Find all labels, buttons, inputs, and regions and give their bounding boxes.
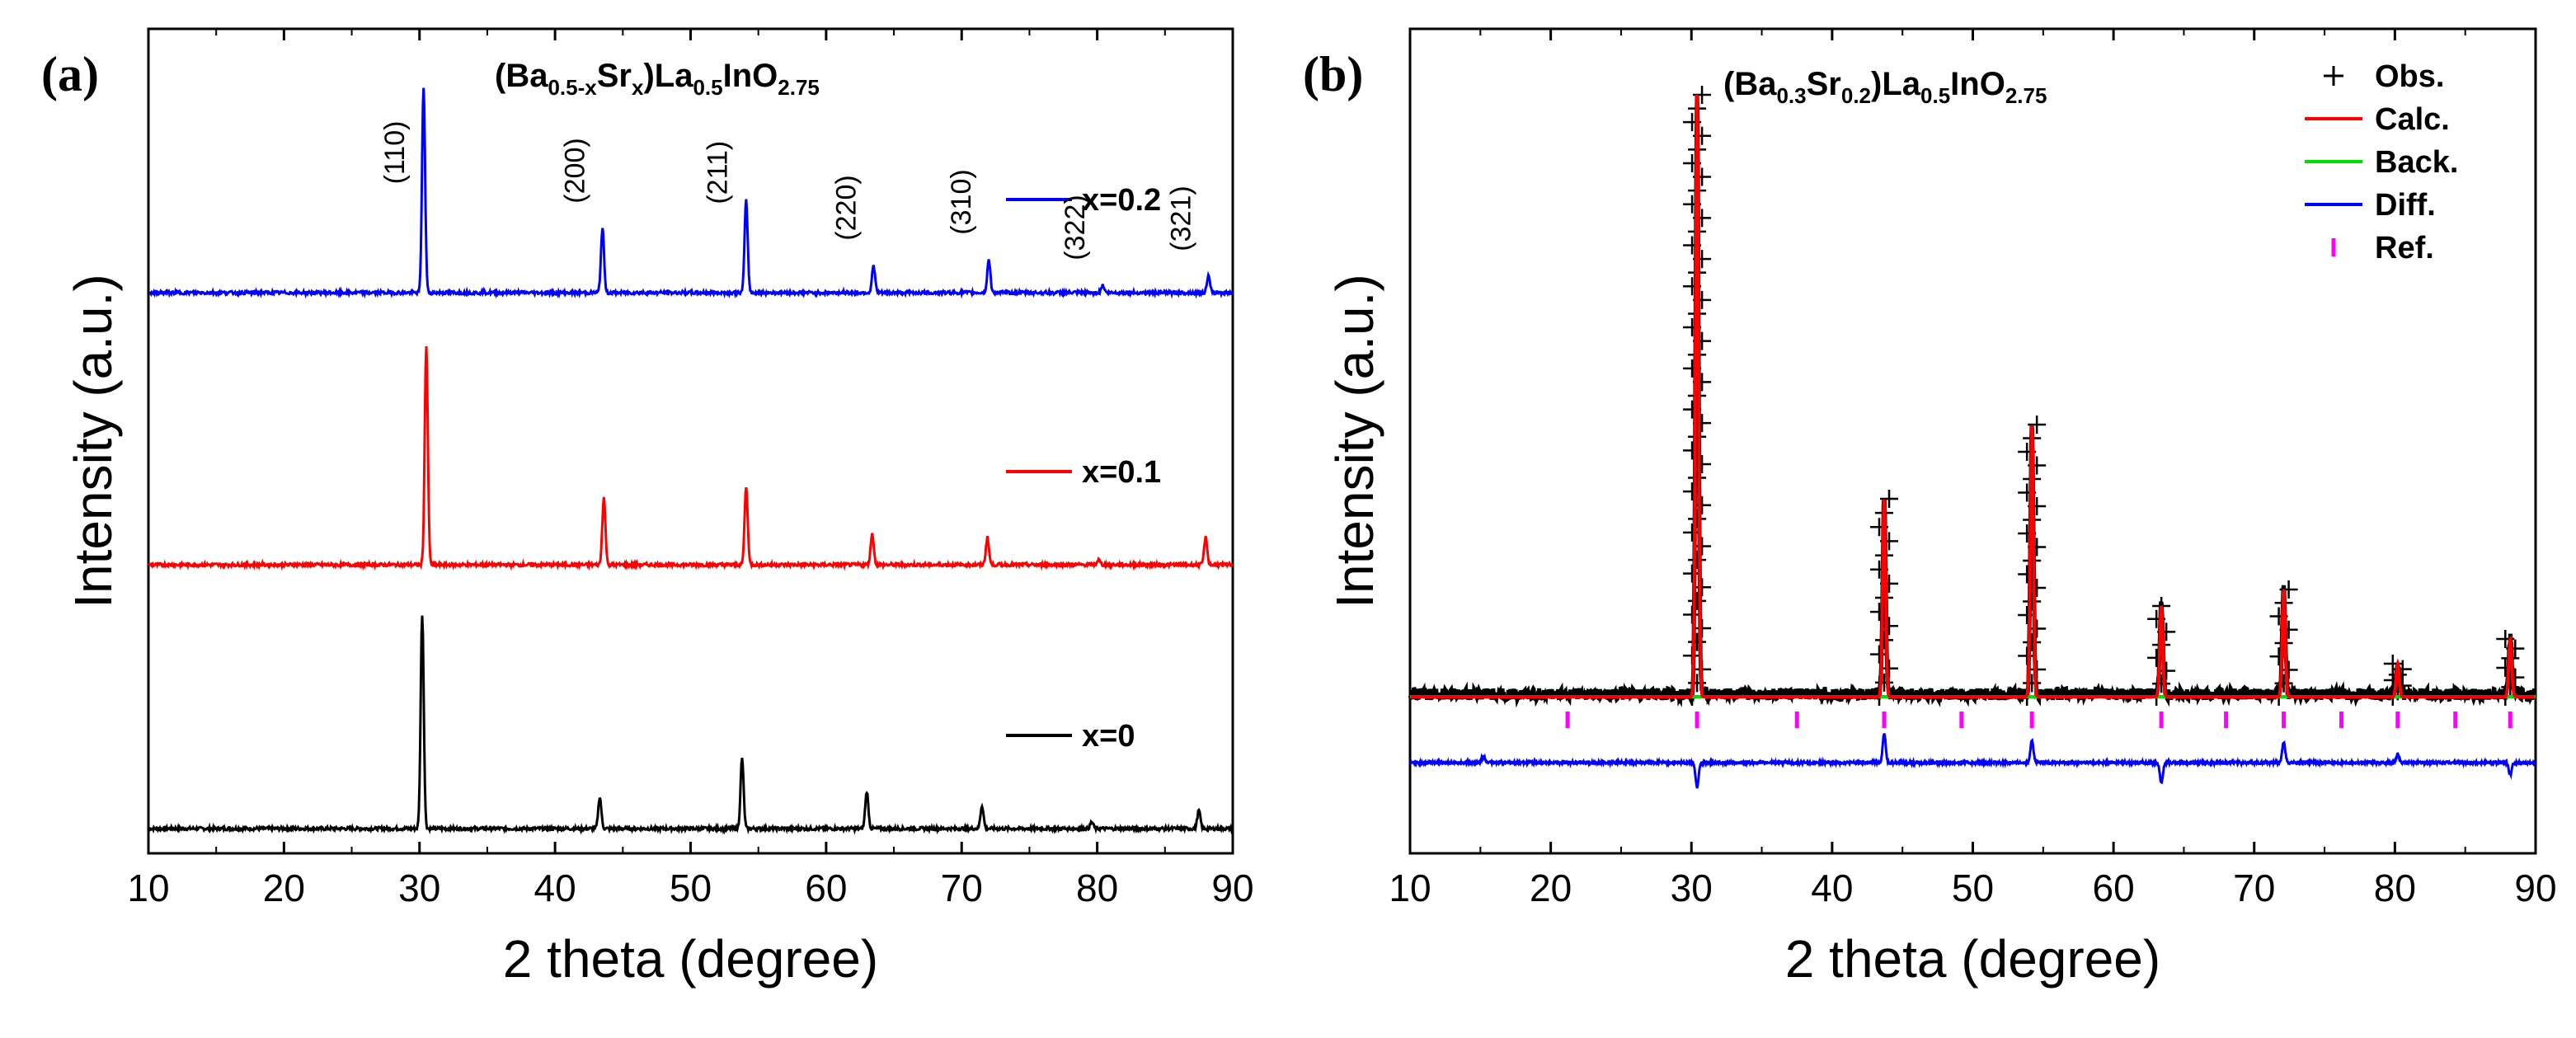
formula-part: (Ba	[495, 58, 548, 94]
panel-label: (b)	[1303, 47, 1363, 101]
y-axis-title: Intensity (a.u.)	[1325, 274, 1384, 608]
formula-part: )La	[643, 58, 693, 94]
peak-label: (200)	[560, 138, 591, 203]
observed-point	[2023, 552, 2042, 570]
observed-point	[1688, 632, 1707, 651]
observed-point	[1688, 591, 1707, 610]
formula-subscript: 0.5	[1920, 83, 1950, 108]
panel-b: 10 20 30 40 50 60 70 80 90 2 theta (degree) Intens…	[1303, 27, 2557, 989]
observed-point	[1688, 510, 1707, 528]
x-tick-label: 40	[1811, 867, 1853, 909]
formula-subscript: 2.75	[778, 75, 820, 100]
formula-subscript: 2.75	[2005, 83, 2047, 108]
formula-part: InO	[723, 58, 778, 94]
peak-label: (220)	[830, 175, 862, 240]
x-tick-label: 60	[805, 867, 847, 909]
observed-point	[1688, 427, 1707, 446]
legend-label: Calc.	[2375, 102, 2450, 137]
observed-point	[1688, 468, 1707, 487]
x-tick-label: 30	[398, 867, 440, 909]
legend-label: x=0.2	[1082, 183, 1161, 218]
series-line-x=0.2	[148, 87, 1234, 299]
series-line-x=0	[148, 615, 1234, 835]
formula-subscript: 0.5	[693, 75, 722, 100]
observed-point	[2501, 678, 2520, 697]
x-tick-label: 30	[1671, 867, 1713, 909]
x-tick-label: 70	[941, 867, 983, 909]
difference-line	[1409, 733, 2536, 789]
observed-point	[2028, 416, 2047, 434]
panel-label: (a)	[41, 47, 99, 101]
x-axis-title: 2 theta (degree)	[503, 929, 878, 989]
observed-point	[1693, 619, 1712, 638]
x-tick-label: 90	[2514, 867, 2556, 909]
x-tick-label: 80	[2374, 867, 2416, 909]
legend-label: Diff.	[2375, 188, 2436, 223]
legend-label: x=0	[1082, 719, 1135, 754]
plot-frame	[147, 27, 1234, 855]
legend-label: Back.	[2375, 145, 2458, 180]
x-tick-label: 60	[2093, 867, 2135, 909]
compound-formula: (Ba0.5-xSrx)La0.5InO2.75	[495, 58, 820, 100]
observed-point	[1688, 387, 1707, 405]
formula-subscript: 0.5-x	[548, 75, 597, 100]
compound-formula: (Ba0.3Sr0.2)La0.5InO2.75	[1723, 66, 2047, 108]
peak-label: (110)	[379, 121, 411, 185]
observed-point	[2023, 674, 2042, 693]
observed-point	[1693, 578, 1712, 597]
observed-point	[2274, 674, 2293, 693]
calculated-line	[1410, 94, 2536, 698]
x-tick-label: 70	[2233, 867, 2275, 909]
observed-point	[1875, 673, 1894, 692]
observed-point	[1688, 674, 1707, 693]
peak-label: (321)	[1165, 186, 1196, 251]
x-tick-label: 10	[127, 867, 169, 909]
observed-point	[2023, 633, 2042, 651]
x-tick-label: 20	[263, 867, 305, 909]
observed-point	[1875, 589, 1894, 607]
x-tick-label: 20	[1530, 867, 1572, 909]
formula-part: InO	[1950, 66, 2005, 102]
formula-part: Sr	[1807, 66, 1841, 102]
peak-label: (211)	[702, 141, 733, 204]
y-axis-title: Intensity (a.u.)	[63, 274, 123, 608]
observed-point	[1875, 631, 1894, 650]
legend-label: x=0.1	[1082, 455, 1161, 490]
formula-part: Sr	[597, 58, 632, 94]
formula-subscript: 0.2	[1841, 83, 1871, 108]
x-tick-label: 50	[1952, 867, 1994, 909]
legend-label: Ref.	[2375, 231, 2434, 265]
formula-part: (Ba	[1723, 66, 1777, 102]
x-tick-label: 10	[1389, 867, 1431, 909]
panel-a: 10 20 30 40 50 60 70 80 90 2 theta (degree) Intens…	[41, 27, 1254, 989]
legend-label: Obs.	[2375, 59, 2444, 94]
x-tick-label: 80	[1076, 867, 1118, 909]
series-line-x=0.1	[148, 345, 1234, 571]
x-tick-label: 50	[670, 867, 712, 909]
observed-trace	[1408, 96, 2537, 708]
observed-point	[1880, 490, 1899, 508]
observed-point	[1688, 551, 1707, 570]
x-axis-title: 2 theta (degree)	[1785, 929, 2160, 989]
peak-label: (310)	[946, 169, 977, 234]
x-tick-label: 40	[534, 867, 576, 909]
observed-point	[1880, 659, 1899, 678]
observed-point	[2023, 592, 2042, 611]
legend-symbol	[2324, 66, 2343, 86]
observed-point	[1683, 605, 1702, 624]
formula-subscript: x	[632, 75, 644, 100]
plot-frame	[1408, 27, 2537, 855]
peak-label: (322)	[1060, 195, 1091, 260]
x-tick-label: 90	[1211, 867, 1253, 909]
observed-point	[2152, 674, 2171, 693]
formula-part: )La	[1871, 66, 1921, 102]
observed-point	[2018, 646, 2037, 665]
formula-subscript: 0.3	[1776, 83, 1806, 108]
